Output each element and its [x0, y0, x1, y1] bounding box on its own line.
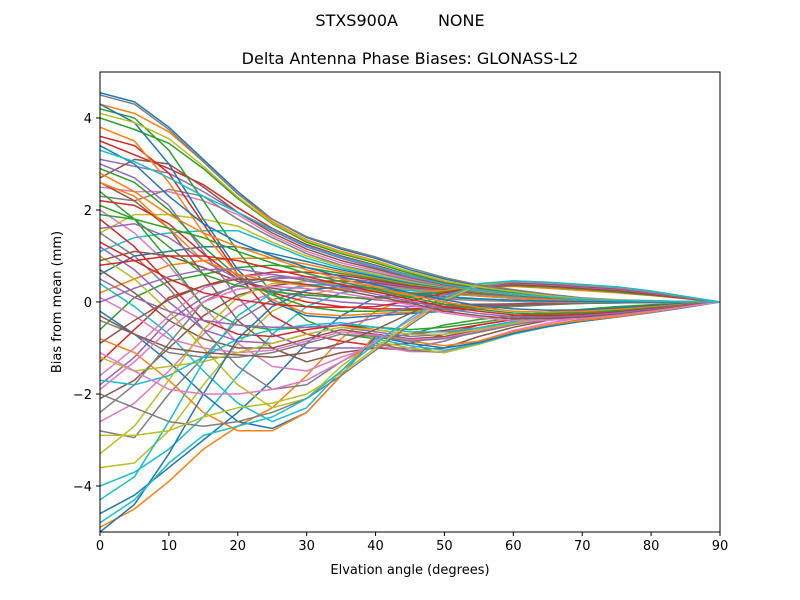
series-line-64	[100, 255, 720, 317]
x-tick-label: 20	[230, 539, 247, 554]
series-line-67	[100, 285, 720, 390]
x-axis-label: Elvation angle (degrees)	[330, 563, 489, 578]
series-line-60	[100, 280, 720, 524]
x-tick-label: 90	[712, 539, 729, 554]
y-tick-label: 0	[84, 296, 92, 311]
x-tick-label: 30	[298, 539, 315, 554]
chart-title: Delta Antenna Phase Biases: GLONASS-L2	[242, 49, 579, 68]
y-tick-label: −2	[73, 388, 92, 403]
series-line-65	[100, 268, 720, 318]
x-tick-label: 60	[505, 539, 522, 554]
series-lines	[100, 91, 720, 532]
suptitle-right: NONE	[438, 11, 485, 30]
x-tick-label: 10	[161, 539, 178, 554]
x-tick-label: 40	[367, 539, 384, 554]
y-axis-label: Bias from mean (mm)	[50, 231, 65, 373]
series-line-3	[100, 117, 720, 303]
x-tick-label: 50	[436, 539, 453, 554]
series-line-55	[100, 278, 720, 329]
y-tick-label: 4	[84, 112, 92, 127]
series-line-53	[100, 204, 720, 303]
y-tick-label: −4	[73, 480, 92, 495]
series-line-70	[100, 149, 720, 303]
y-axis-ticks: −4 −2 0 2 4	[73, 112, 100, 495]
suptitle: STXS900A NONE	[315, 11, 484, 30]
y-tick-label: 2	[84, 204, 92, 219]
series-line-62	[100, 172, 720, 313]
x-tick-label: 0	[96, 539, 104, 554]
x-tick-label: 70	[574, 539, 591, 554]
series-line-63	[100, 213, 720, 315]
series-line-56	[100, 281, 720, 358]
series-line-61	[100, 144, 720, 312]
x-tick-label: 80	[643, 539, 660, 554]
x-axis-ticks: 0 10 20 30 40 50 60 70 80 90	[96, 532, 728, 554]
series-line-66	[100, 278, 720, 345]
suptitle-left: STXS900A	[315, 11, 398, 30]
